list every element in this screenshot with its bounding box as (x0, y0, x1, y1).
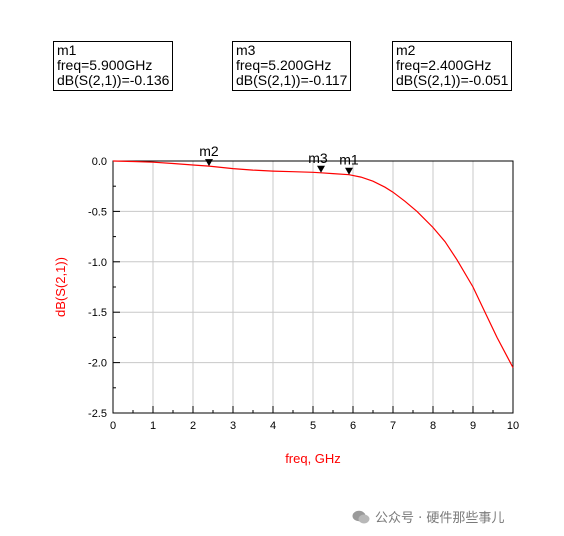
marker-freq: freq=2.400GHz (396, 57, 492, 73)
x-tick-label: 10 (507, 420, 519, 432)
marker-freq: freq=5.200GHz (236, 57, 332, 73)
marker-readout-m1: m1 freq=5.900GHz dB(S(2,1))=-0.136 (53, 41, 174, 91)
marker-name: m1 (57, 42, 77, 58)
marker-triangle-m1 (345, 167, 353, 175)
marker-label-m1: m1 (339, 152, 359, 168)
marker-value: dB(S(2,1))=-0.117 (236, 72, 348, 88)
wechat-icon (352, 510, 370, 523)
marker-readout-m3: m3 freq=5.200GHz dB(S(2,1))=-0.117 (232, 41, 352, 91)
x-tick-label: 9 (470, 420, 476, 432)
marker-value: dB(S(2,1))=-0.051 (396, 72, 509, 88)
watermark-text: 公众号 · 硬件那些事儿 (375, 511, 505, 526)
x-tick-label: 1 (150, 420, 156, 432)
marker-label-m3: m3 (308, 150, 328, 166)
y-tick-label: -2.0 (88, 358, 107, 370)
y-tick-label: 0.0 (92, 156, 107, 168)
x-tick-label: 5 (310, 420, 316, 432)
x-tick-label: 7 (390, 420, 396, 432)
marker-readout-m2: m2 freq=2.400GHz dB(S(2,1))=-0.051 (392, 41, 513, 91)
marker-name: m3 (236, 42, 256, 58)
marker-freq: freq=5.900GHz (57, 57, 153, 73)
x-tick-label: 4 (270, 420, 276, 432)
x-tick-label: 0 (110, 420, 116, 432)
x-tick-label: 6 (350, 420, 356, 432)
marker-triangle-m3 (317, 165, 325, 173)
y-tick-label: -1.0 (88, 257, 107, 269)
marker-label-m2: m2 (199, 143, 219, 159)
marker-value: dB(S(2,1))=-0.136 (57, 72, 170, 88)
y-tick-label: -0.5 (88, 206, 107, 218)
x-tick-label: 3 (230, 420, 236, 432)
x-tick-label: 2 (190, 420, 196, 432)
x-axis-label: freq, GHz (285, 451, 341, 466)
marker-name: m2 (396, 42, 416, 58)
x-tick-label: 8 (430, 420, 436, 432)
marker-triangle-m2 (205, 159, 213, 167)
y-axis-label: dB(S(2,1)) (53, 257, 68, 317)
watermark: 公众号 · 硬件那些事儿 (352, 507, 504, 526)
y-tick-label: -2.5 (88, 408, 107, 420)
y-tick-label: -1.5 (88, 307, 107, 319)
